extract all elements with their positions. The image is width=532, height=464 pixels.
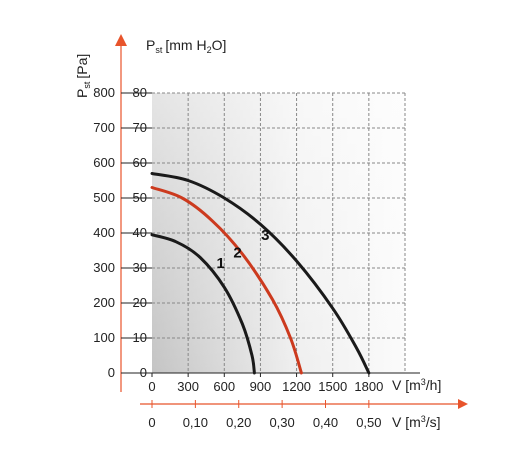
y-left-tick-label: 600 — [93, 155, 115, 170]
x-primary-tick-label: 900 — [250, 379, 272, 394]
y-left-tick-label: 0 — [108, 365, 115, 380]
y-right-tick-label: 70 — [133, 120, 147, 135]
curve-label-1: 1 — [216, 255, 224, 272]
x-secondary-tick-label: 0,30 — [269, 415, 294, 430]
y-left-tick-label: 200 — [93, 295, 115, 310]
curves: 12 3 — [150, 172, 371, 375]
y-left-tick-label: 400 — [93, 225, 115, 240]
y-right-tick-label: 0 — [140, 365, 147, 380]
curve-2 — [150, 186, 303, 375]
y-right-tick-label: 20 — [133, 295, 147, 310]
x-secondary-tick-label: 0,10 — [183, 415, 208, 430]
y-right-tick-label: 60 — [133, 155, 147, 170]
curve-1 — [150, 233, 256, 375]
y-axis-arrow-icon — [115, 34, 127, 46]
x-secondary-tick-label: 0 — [148, 415, 155, 430]
y-left-axis-title: Pst[Pa] — [74, 54, 92, 98]
y-right-tick-label: 40 — [133, 225, 147, 240]
x-primary-tick-label: 0 — [148, 379, 155, 394]
y-left-tick-label: 700 — [93, 120, 115, 135]
x-secondary-tick-label: 0,40 — [313, 415, 338, 430]
y-right-tick-label: 10 — [133, 330, 147, 345]
x-primary-tick-label: 300 — [177, 379, 199, 394]
y-left-tick-label: 500 — [93, 190, 115, 205]
y-right-tick-label: 30 — [133, 260, 147, 275]
curve-label-3: 3 — [261, 227, 269, 244]
x-primary-tick-label: 600 — [213, 379, 235, 394]
tick-labels: 0100200300400500600700800010203040506070… — [93, 85, 383, 430]
x-primary-axis-title: V [m3/h] — [392, 377, 441, 393]
x-primary-tick-label: 1200 — [282, 379, 311, 394]
x-primary-tick-label: 1800 — [354, 379, 383, 394]
x-secondary-tick-label: 0,20 — [226, 415, 251, 430]
curve-label-2: 2 — [233, 245, 241, 262]
y-right-axis-title: Pst [mm H2O] — [146, 37, 226, 55]
x-secondary-axis-arrow-icon — [458, 399, 468, 409]
y-left-tick-label: 300 — [93, 260, 115, 275]
grid — [152, 92, 406, 373]
curve-3 — [150, 172, 371, 375]
y-right-tick-label: 50 — [133, 190, 147, 205]
axes — [115, 34, 468, 409]
y-left-tick-label: 800 — [93, 85, 115, 100]
x-secondary-tick-label: 0,50 — [356, 415, 381, 430]
x-secondary-axis-title: V [m3/s] — [392, 414, 441, 430]
y-right-tick-label: 80 — [133, 85, 147, 100]
y-left-tick-label: 100 — [93, 330, 115, 345]
x-primary-tick-label: 1500 — [318, 379, 347, 394]
